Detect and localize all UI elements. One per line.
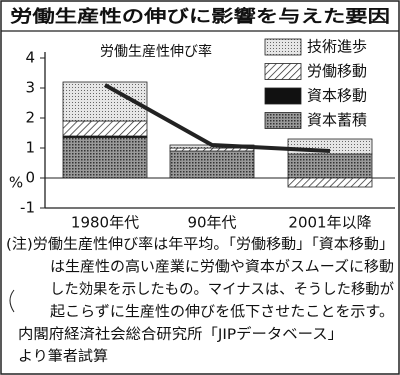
legend-label: 労働移動	[307, 62, 367, 80]
bar-segment	[287, 138, 373, 155]
legend-swatch	[264, 38, 302, 56]
bar-segment	[169, 150, 255, 179]
legend-swatch	[264, 63, 302, 80]
line-label: 労働生産性伸び率	[100, 43, 212, 60]
y-tick-label: 2	[25, 109, 35, 127]
chart-title: 労働生産性の伸びに影響を与えた要因	[10, 6, 390, 27]
source-line: より筆者試算	[18, 348, 108, 365]
y-tick-label: 0	[25, 169, 35, 187]
bar-segment	[62, 137, 148, 179]
x-tick-label: 1980年代	[71, 214, 139, 232]
source-line: 内閣府経済社会総合研究所「JIPデータベース」	[18, 325, 343, 343]
legend-swatch	[264, 112, 302, 129]
bar-segment	[287, 177, 373, 188]
note-line: (注)労働生産性伸び率は年平均。「労働移動」「資本移動」	[6, 236, 394, 253]
x-tick-label: 90年代	[187, 214, 236, 232]
y-tick-label: 1	[25, 139, 35, 157]
note-line: 起こらずに生産性の伸びを低下させたことを示す。	[50, 304, 394, 321]
y-tick-label: 4	[25, 49, 35, 67]
bar-segment	[62, 120, 148, 137]
legend-label: 資本移動	[307, 87, 367, 105]
x-tick-label: 2001年以降	[288, 214, 371, 232]
bar-segment	[287, 153, 373, 179]
y-tick-label: 3	[25, 79, 35, 97]
growth-line	[104, 83, 331, 153]
y-tick-label: -1	[20, 199, 35, 217]
legend-label: 技術進歩	[307, 38, 367, 56]
source-bracket	[9, 289, 15, 313]
legend-label: 資本蓄積	[307, 111, 367, 129]
y-axis-label: %	[9, 174, 23, 192]
note-line: した効果を示したもの。マイナスは、そうした移動が	[50, 281, 394, 298]
legend-swatch	[264, 87, 302, 105]
note-line: は生産性の高い産業に労働や資本がスムーズに移動	[50, 259, 394, 276]
